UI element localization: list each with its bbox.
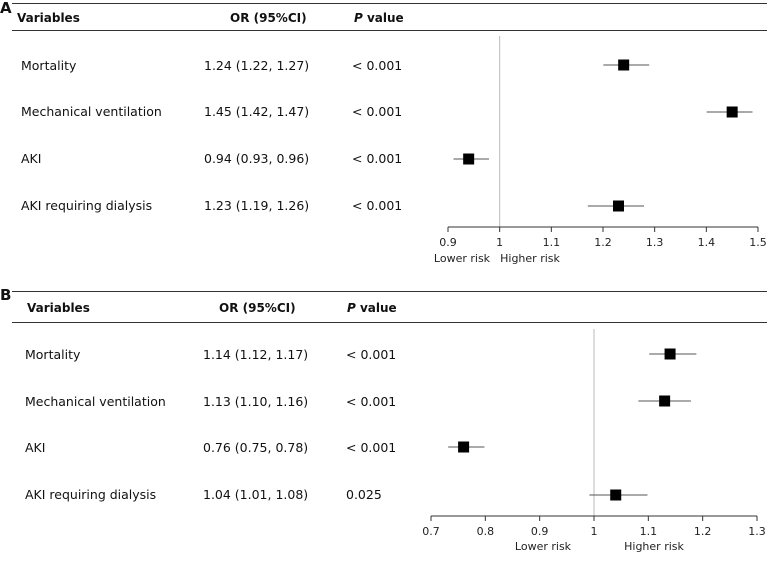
panel-label: A (0, 0, 12, 17)
row-variable: AKI requiring dialysis (21, 198, 153, 213)
header-p-rest: value (362, 11, 404, 25)
higher-risk-label: Higher risk (500, 252, 560, 265)
header-bottom-rule (12, 322, 767, 323)
x-tick-label: 1.3 (646, 236, 664, 249)
x-tick-label: 1.2 (694, 525, 712, 538)
x-tick-label: 1.1 (640, 525, 658, 538)
or-marker (659, 395, 671, 407)
or-marker (726, 106, 738, 118)
x-tick-label: 1 (496, 236, 503, 249)
row-variable: Mechanical ventilation (21, 104, 162, 119)
lower-risk-label: Lower risk (515, 540, 572, 553)
or-marker (613, 200, 624, 212)
x-tick-label: 1.4 (698, 236, 716, 249)
header-p-italic: P (354, 11, 363, 25)
row-p-value: < 0.001 (352, 151, 403, 166)
or-marker (463, 153, 475, 165)
row-variable: AKI (21, 151, 42, 166)
header-p-italic: P (347, 301, 356, 315)
or-marker (664, 348, 676, 360)
row-variable: Mortality (21, 58, 77, 73)
header-variables: Variables (17, 11, 80, 25)
header-p-value: P value (354, 11, 404, 25)
row-or: 1.04 (1.01, 1.08) (203, 487, 309, 502)
or-marker (610, 489, 622, 501)
row-p-value: < 0.001 (352, 198, 403, 213)
forest-plot-a: 0.9 1 1.1 1.2 1.3 1.4 1.5 Lower risk Higher risk (434, 36, 767, 265)
panel-label: B (0, 286, 12, 304)
row-or: 0.76 (0.75, 0.78) (203, 440, 309, 455)
header-variables: Variables (27, 301, 90, 315)
header-top-rule (12, 3, 767, 4)
row-p-value: < 0.001 (346, 440, 397, 455)
row-or: 1.45 (1.42, 1.47) (204, 104, 310, 119)
x-tick-label: 0.9 (531, 525, 549, 538)
row-variable: AKI (25, 440, 46, 455)
x-tick-label: 1.1 (543, 236, 561, 249)
x-tick-label: 0.8 (477, 525, 495, 538)
row-p-value: < 0.001 (346, 347, 397, 362)
or-marker (618, 59, 630, 71)
header-top-rule (12, 291, 767, 292)
row-or: 0.94 (0.93, 0.96) (204, 151, 310, 166)
row-p-value: 0.025 (346, 487, 382, 502)
x-tick-label: 1.3 (748, 525, 766, 538)
forest-plot-panel-a: A Variables OR (95%CI) P value Mortality… (0, 0, 771, 275)
or-marker (458, 441, 470, 453)
row-or: 1.24 (1.22, 1.27) (204, 58, 310, 73)
header-bottom-rule (12, 30, 767, 31)
row-p-value: < 0.001 (352, 104, 403, 119)
row-or: 1.23 (1.19, 1.26) (204, 198, 310, 213)
row-variable: AKI requiring dialysis (25, 487, 157, 502)
row-p-value: < 0.001 (352, 58, 403, 73)
row-p-value: < 0.001 (346, 394, 397, 409)
x-tick-label: 0.7 (422, 525, 440, 538)
forest-plot-b: 0.7 0.8 0.9 1 1.1 1.2 1.3 Lower risk Higher risk (422, 329, 766, 553)
x-tick-label: 1.2 (594, 236, 612, 249)
higher-risk-label: Higher risk (624, 540, 684, 553)
header-or: OR (95%CI) (219, 301, 296, 315)
header-p-rest: value (355, 301, 397, 315)
x-tick-label: 0.9 (439, 236, 457, 249)
header-or: OR (95%CI) (230, 11, 307, 25)
row-or: 1.14 (1.12, 1.17) (203, 347, 309, 362)
row-or: 1.13 (1.10, 1.16) (203, 394, 309, 409)
x-tick-label: 1.5 (749, 236, 767, 249)
row-variable: Mortality (25, 347, 81, 362)
forest-plot-panel-b: B Variables OR (95%CI) P value Mortality… (0, 286, 771, 563)
header-p-value: P value (347, 301, 397, 315)
row-variable: Mechanical ventilation (25, 394, 166, 409)
x-tick-label: 1 (591, 525, 598, 538)
lower-risk-label: Lower risk (434, 252, 491, 265)
